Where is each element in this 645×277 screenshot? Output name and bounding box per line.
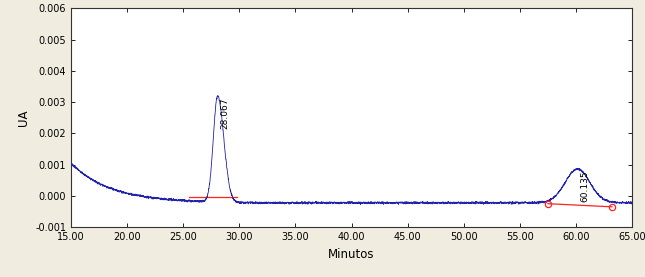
Text: 60.135: 60.135: [580, 171, 590, 202]
Y-axis label: UA: UA: [17, 109, 30, 126]
Text: 28.067: 28.067: [221, 98, 230, 129]
X-axis label: Minutos: Minutos: [328, 248, 375, 261]
